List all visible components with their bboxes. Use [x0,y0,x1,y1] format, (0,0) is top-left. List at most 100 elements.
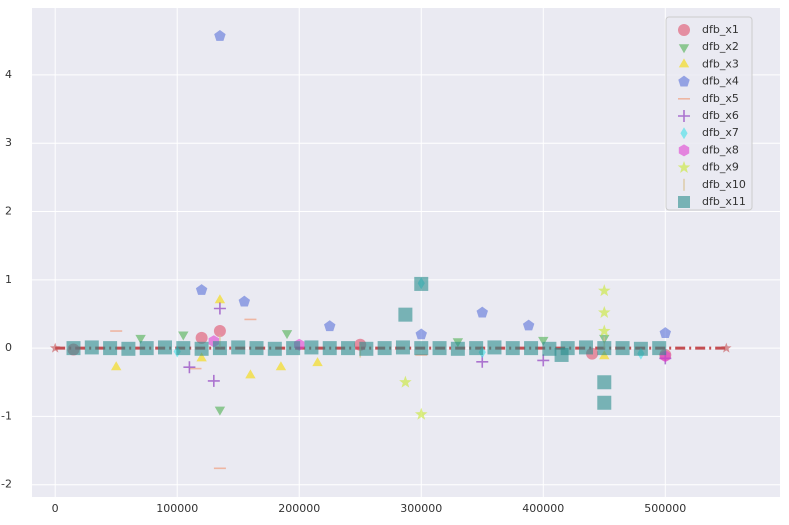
point [214,30,226,41]
x-tick-label: 100000 [156,502,198,515]
point [395,340,410,355]
point [652,341,667,356]
point [281,330,293,340]
point [312,357,323,367]
point [542,341,557,356]
point [524,341,539,356]
point [414,341,429,356]
point [450,341,465,356]
legend-label: dfb_x9 [702,161,739,174]
point [249,341,264,356]
y-tick-label: 2 [5,205,12,218]
legend-marker [680,127,688,140]
point [275,361,287,371]
point [103,341,118,356]
y-tick-label: 0 [5,341,12,354]
x-tick-label: 500000 [644,502,686,515]
point [121,341,136,356]
y-tick-label: 4 [5,68,12,81]
legend-marker [677,161,691,173]
point [476,306,488,318]
point [195,331,208,344]
point [415,328,427,340]
y-tick-label: -1 [1,409,12,422]
marks [49,30,732,470]
point [597,395,612,410]
point [183,361,196,374]
legend-label: dfb_x7 [702,126,739,139]
point [66,341,81,356]
point [432,341,447,356]
point [359,341,374,356]
point [231,340,246,355]
point [399,375,412,388]
point [597,341,612,356]
point [238,295,251,307]
legend-marker [678,110,690,122]
legend-label: dfb_x3 [702,57,739,70]
point [286,341,301,356]
point [377,341,392,356]
reference-end [49,342,61,353]
point [487,340,502,355]
point [598,324,611,337]
point [196,352,207,362]
point [135,334,146,344]
point [110,361,122,371]
point [522,319,535,331]
point [214,294,226,304]
point [554,347,569,362]
point [578,340,593,355]
point [324,320,336,332]
point [597,375,612,390]
point [195,284,208,295]
x-tick-label: 300000 [400,502,442,515]
legend-entries: dfb_x1 dfb_x2 dfb_x3 dfb_x4 dfb_x5 dfb_x6 dfb_… [677,23,746,208]
point [414,276,429,291]
legend-marker [678,44,690,54]
point [194,341,209,356]
legend-marker [678,144,690,157]
point [212,341,227,356]
point [505,341,520,356]
point [176,341,191,356]
point [659,327,672,338]
legend-marker [678,58,690,68]
x-tick-label: 200000 [278,502,320,515]
legend-label: dfb_x4 [702,75,739,88]
x-tick-label: 400000 [522,502,564,515]
legend-label: dfb_x10 [702,178,746,191]
legend-label: dfb_x8 [702,143,739,156]
point [469,341,484,356]
x-tick-label: 0 [52,502,59,515]
point [398,307,413,322]
point [538,336,549,346]
point [213,325,226,338]
point [322,341,337,356]
point [158,340,173,355]
plot-area [32,8,780,497]
y-tick-label: 3 [5,136,12,149]
legend-marker [678,24,690,36]
point [537,354,550,367]
legend-label: dfb_x1 [702,23,739,36]
legend-label: dfb_x11 [702,195,746,208]
point [213,302,226,315]
point [178,331,189,341]
legend-label: dfb_x2 [702,40,739,53]
point [414,407,428,420]
point [139,341,154,356]
point [615,341,630,356]
point [207,374,220,387]
point [633,341,648,356]
point [214,406,226,416]
point [341,341,356,356]
point [598,306,611,318]
legend-marker [678,196,690,208]
reference-end [721,342,732,353]
point [245,369,256,379]
point [304,340,319,355]
point [267,341,282,356]
y-tick-label: 1 [5,273,12,286]
